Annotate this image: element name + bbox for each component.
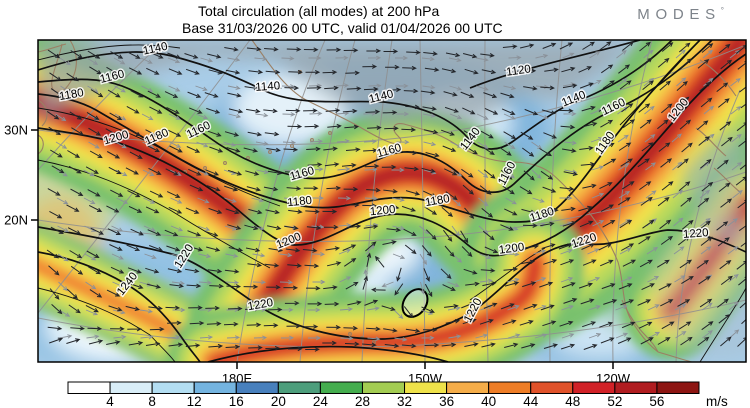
colorbar-cell: [572, 381, 616, 394]
colorbar-cell: [361, 381, 406, 394]
colorbar-cell: [193, 381, 237, 394]
modes-logo-text: MODES: [637, 6, 721, 23]
colorbar-unit: m/s: [706, 394, 728, 408]
contour-label: 1120: [506, 63, 532, 78]
contour-label: 1180: [424, 193, 450, 209]
colorbar-tick-label: 20: [271, 394, 286, 408]
colorbar-cell: [446, 381, 490, 394]
colorbar-cell: [67, 381, 111, 394]
colorbar-tick-label: 44: [523, 394, 539, 408]
colorbar-cell: [277, 381, 321, 394]
modes-logo-mark: °: [720, 6, 724, 15]
colorbar-cell: [319, 381, 363, 394]
colorbar-tick-label: 24: [313, 394, 329, 408]
contour-label: 1140: [255, 80, 281, 94]
colorbar-cell: [151, 381, 195, 394]
colorbar-cell: [404, 381, 448, 394]
colorbar-tick-label: 16: [229, 394, 244, 408]
colorbar-tick-label: 12: [187, 394, 202, 408]
colorbar-cell: [109, 381, 153, 394]
contour-label: 1180: [58, 87, 84, 103]
contour-label: 1200: [498, 241, 525, 256]
colorbar-tick-label: 8: [148, 394, 156, 408]
colorbar-cell: [488, 381, 532, 394]
contour-label: 1180: [287, 195, 313, 210]
colorbar-tick-label: 40: [481, 394, 496, 408]
chart-subtitle: Base 31/03/2026 00 UTC, valid 01/04/2026…: [182, 20, 503, 36]
land-mask-shading: [38, 40, 746, 360]
map-border: [37, 39, 747, 363]
colorbar-tick-label: 4: [106, 394, 114, 408]
colorbar-tick-label: 52: [607, 394, 622, 408]
chart-title: Total circulation (all modes) at 200 hPa: [198, 3, 440, 19]
colorbar-cell: [235, 381, 279, 394]
colorbar-cell: [530, 381, 574, 394]
colorbar-tick-label: 48: [565, 394, 580, 408]
colorbar-cell: [656, 381, 700, 394]
wind-arrows-secondary: [55, 49, 743, 342]
modes-logo: MODES°: [637, 6, 724, 23]
contour-label: 1220: [683, 227, 709, 241]
contour-label: 1200: [369, 204, 396, 219]
lat-tick-label: 30N: [4, 123, 28, 138]
colorbar-tick-label: 56: [649, 394, 664, 408]
colorbar-tick-label: 32: [397, 394, 412, 408]
lat-tick-label: 20N: [4, 213, 28, 228]
colorbar-tick-label: 36: [439, 394, 454, 408]
colorbar-cell: [614, 381, 658, 394]
colorbar-tick-label: 28: [355, 394, 370, 408]
colorbar: 4 8 12 16 20 24 28 32 36 40 44 48 52 56 m/s: [67, 381, 728, 408]
